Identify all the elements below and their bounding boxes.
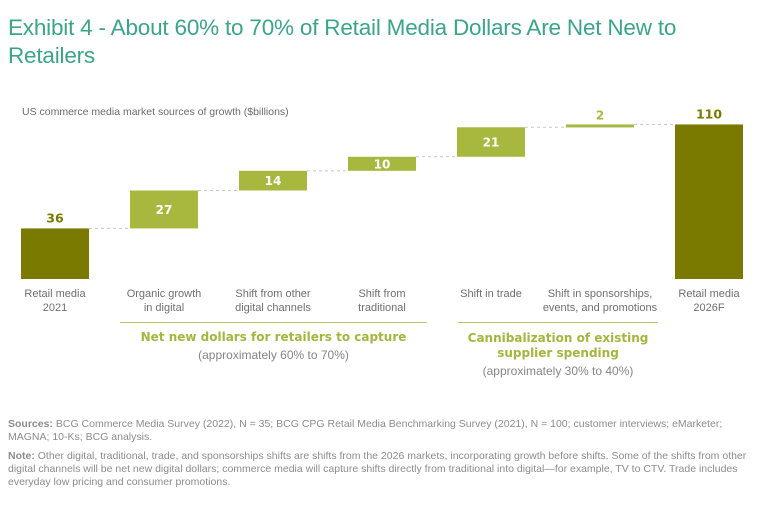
value-label-3: 10 — [374, 157, 391, 171]
sources-text: BCG Commerce Media Survey (2022), N = 35… — [8, 418, 723, 443]
bar-5 — [566, 124, 634, 128]
chart-subtitle: US commerce media market sources of grow… — [22, 106, 289, 118]
category-label-6-line-0: Retail media — [678, 288, 740, 300]
category-label-4-line-0: Shift in trade — [460, 288, 522, 300]
net-new-bracket-line — [120, 322, 427, 323]
category-labels: Retail media 2021 Organic growth in digital… — [24, 288, 740, 314]
category-label-5-line-0: Shift in sponsorships, — [548, 288, 653, 300]
value-label-2: 14 — [265, 174, 282, 188]
category-label-3-line-0: Shift from — [358, 288, 405, 300]
category-label-2-line-1: digital channels — [235, 302, 311, 314]
note-label: Note: — [8, 450, 35, 462]
category-label-5-line-1: events, and promotions — [543, 302, 658, 314]
category-label-6-line-1: 2026F — [693, 302, 724, 314]
value-label-1: 27 — [156, 203, 173, 217]
category-label-1-line-1: in digital — [144, 302, 184, 314]
bar-2 — [239, 170, 307, 191]
category-label-1-line-0: Organic growth — [127, 288, 202, 300]
net-new-group-subtitle: (approximately 60% to 70%) — [198, 348, 349, 362]
note-text: Other digital, traditional, trade, and s… — [8, 450, 747, 488]
cannibalization-bracket-line — [458, 322, 658, 323]
value-label-0: 36 — [46, 210, 64, 225]
cannibalization-title-line1: Cannibalization of existing — [467, 331, 649, 345]
waterfall-chart: 36 27 14 10 21 2 110 Retail media 2021 Organic g… — [21, 106, 743, 314]
net-new-group-title: Net new dollars for retailers to capture — [140, 330, 407, 344]
bar-6 — [675, 124, 743, 279]
category-label-3-line-1: traditional — [358, 302, 406, 314]
bar-0 — [21, 228, 89, 279]
connector-lines — [89, 123, 675, 229]
category-label-2-line-0: Shift from other — [235, 288, 311, 300]
cannibalization-group-subtitle: (approximately 30% to 40%) — [482, 364, 634, 378]
chart-title: Exhibit 4 - About 60% to 70% of Retail M… — [8, 15, 677, 68]
bar-3 — [348, 156, 416, 171]
value-label-4: 21 — [483, 136, 500, 150]
cannibalization-group-title: Cannibalization of existing supplier spe… — [446, 331, 670, 361]
bars — [21, 124, 743, 279]
cannibalization-title-line2: supplier spending — [497, 346, 619, 360]
category-label-0-line-1: 2021 — [43, 302, 67, 314]
category-label-0-line-0: Retail media — [24, 288, 86, 300]
sources-label: Sources: — [8, 418, 53, 430]
bar-4 — [457, 127, 525, 157]
value-labels: 36 27 14 10 21 2 110 — [46, 106, 722, 225]
value-label-5: 2 — [596, 108, 604, 122]
sources-note: Sources: BCG Commerce Media Survey (2022… — [8, 418, 760, 444]
footnotes: Sources: BCG Commerce Media Survey (2022… — [8, 418, 760, 495]
bar-1 — [130, 190, 198, 229]
note: Note: Other digital, traditional, trade,… — [8, 450, 760, 489]
value-label-6: 110 — [696, 106, 722, 121]
